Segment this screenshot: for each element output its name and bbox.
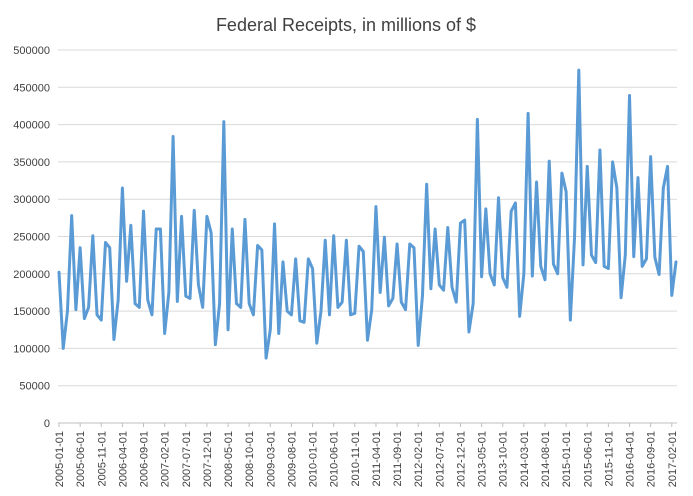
x-tick-label: 2015-01-01 (561, 431, 573, 487)
x-tick-label: 2008-05-01 (223, 431, 235, 487)
y-tick-label: 50000 (19, 381, 50, 393)
x-tick-label: 2006-04-01 (117, 431, 129, 487)
x-tick-label: 2010-01-01 (308, 431, 320, 487)
x-tick-label: 2015-06-01 (582, 431, 594, 487)
x-tick-label: 2005-06-01 (75, 431, 87, 487)
y-tick-label: 150000 (13, 306, 50, 318)
x-tick-label: 2011-09-01 (392, 431, 404, 486)
y-tick-label: 350000 (13, 157, 50, 169)
y-tick-label: 100000 (13, 343, 50, 355)
y-axis-tick-labels: 0 50000 100000 150000 200000 250000 300000 3500… (13, 45, 50, 430)
y-tick-label: 500000 (13, 45, 50, 57)
x-axis-tick-labels: 2005-01-01 2005-06-01 2005-11-01 2006-04-01… (54, 423, 679, 487)
x-tick-label: 2008-10-01 (244, 431, 256, 487)
x-tick-label: 2005-11-01 (96, 431, 108, 486)
x-tick-label: 2017-02-01 (667, 431, 679, 487)
y-tick-label: 450000 (13, 82, 50, 94)
x-tick-label: 2007-02-01 (160, 431, 172, 487)
x-tick-label: 2011-04-01 (371, 431, 383, 486)
x-tick-label: 2016-04-01 (625, 431, 637, 487)
x-tick-label: 2013-05-01 (477, 431, 489, 487)
y-tick-label: 400000 (13, 120, 50, 132)
x-tick-label: 2012-12-01 (455, 431, 467, 487)
y-tick-label: 300000 (13, 194, 50, 206)
x-tick-label: 2009-03-01 (265, 431, 277, 487)
x-tick-label: 2012-07-01 (434, 431, 446, 487)
x-tick-label: 2010-11-01 (350, 431, 362, 486)
x-tick-label: 2007-07-01 (181, 431, 193, 487)
series-layer (57, 68, 678, 360)
x-tick-label: 2014-08-01 (540, 431, 552, 487)
series-line-federal-receipts (57, 68, 678, 360)
x-tick-label: 2005-01-01 (54, 431, 66, 487)
x-tick-label: 2014-03-01 (519, 431, 531, 487)
x-tick-label: 2015-11-01 (603, 431, 615, 486)
x-tick-label: 2010-06-01 (329, 431, 341, 487)
x-tick-label: 2007-12-01 (202, 431, 214, 487)
x-tick-label: 2009-08-01 (286, 431, 298, 487)
y-tick-label: 0 (44, 418, 50, 430)
x-tick-label: 2006-09-01 (139, 431, 151, 487)
y-tick-label: 200000 (13, 269, 50, 281)
x-tick-label: 2013-10-01 (498, 431, 510, 487)
chart-title: Federal Receipts, in millions of $ (216, 15, 476, 35)
y-tick-label: 250000 (13, 232, 50, 244)
x-tick-label: 2012-02-01 (413, 431, 425, 487)
x-tick-label: 2016-09-01 (646, 431, 658, 487)
